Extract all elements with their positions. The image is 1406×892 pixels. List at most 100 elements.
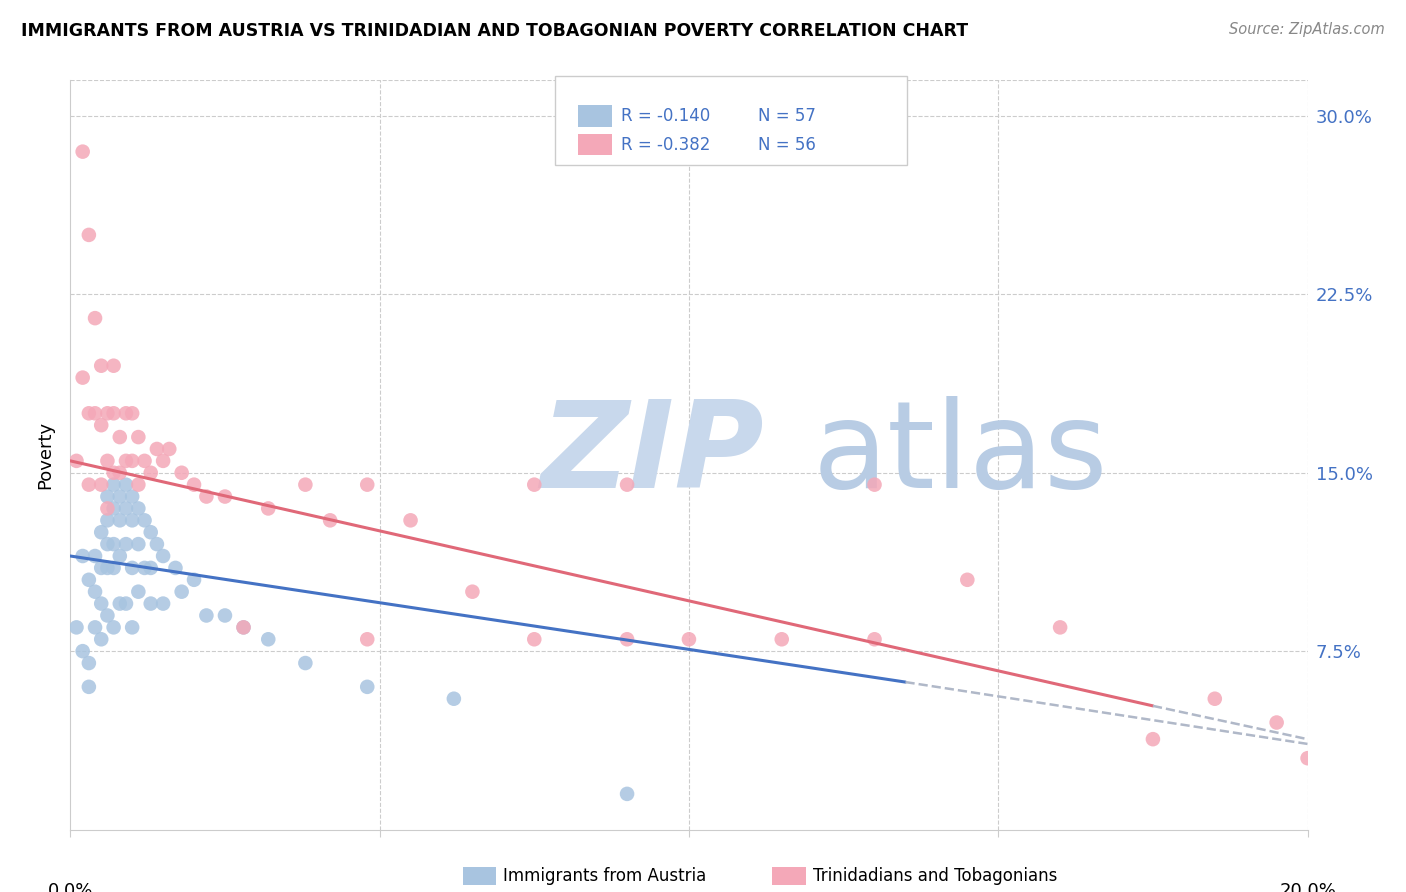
Point — [115, 454, 138, 468]
Point — [103, 537, 125, 551]
Point — [65, 454, 87, 468]
Text: R = -0.140: R = -0.140 — [621, 107, 710, 125]
Point — [1265, 715, 1288, 730]
Point — [523, 477, 546, 491]
Point — [294, 656, 316, 670]
Point — [127, 477, 149, 491]
Point — [90, 561, 112, 575]
Point — [72, 145, 94, 159]
Point — [103, 620, 125, 634]
Point — [127, 584, 149, 599]
Point — [139, 466, 162, 480]
Text: Trinidadians and Tobagonians: Trinidadians and Tobagonians — [813, 867, 1057, 885]
Point — [165, 561, 187, 575]
Point — [96, 513, 118, 527]
Y-axis label: Poverty: Poverty — [37, 421, 55, 489]
Point — [77, 227, 100, 242]
Point — [319, 513, 342, 527]
Point — [134, 454, 156, 468]
Text: IMMIGRANTS FROM AUSTRIA VS TRINIDADIAN AND TOBAGONIAN POVERTY CORRELATION CHART: IMMIGRANTS FROM AUSTRIA VS TRINIDADIAN A… — [21, 22, 969, 40]
Point — [90, 359, 112, 373]
Point — [127, 430, 149, 444]
Point — [103, 477, 125, 491]
Point — [152, 549, 174, 563]
Point — [77, 573, 100, 587]
Point — [956, 573, 979, 587]
Point — [146, 537, 169, 551]
Point — [399, 513, 422, 527]
Point — [461, 584, 484, 599]
Point — [134, 513, 156, 527]
Point — [96, 454, 118, 468]
Point — [65, 620, 87, 634]
Point — [863, 477, 886, 491]
Point — [183, 477, 205, 491]
Point — [616, 787, 638, 801]
Point — [195, 608, 218, 623]
Point — [1049, 620, 1071, 634]
Point — [115, 477, 138, 491]
Point — [90, 597, 112, 611]
Point — [121, 513, 143, 527]
Point — [108, 490, 131, 504]
Point — [90, 418, 112, 433]
Text: atlas: atlas — [813, 396, 1108, 514]
Point — [294, 477, 316, 491]
Point — [770, 632, 793, 647]
Point — [356, 477, 378, 491]
Point — [257, 632, 280, 647]
Point — [232, 620, 254, 634]
Point — [139, 561, 162, 575]
Point — [195, 490, 218, 504]
Point — [523, 632, 546, 647]
Point — [356, 632, 378, 647]
Point — [84, 406, 107, 420]
Point — [121, 454, 143, 468]
Point — [121, 620, 143, 634]
Text: Source: ZipAtlas.com: Source: ZipAtlas.com — [1229, 22, 1385, 37]
Point — [121, 561, 143, 575]
Point — [115, 537, 138, 551]
Text: 20.0%: 20.0% — [1279, 882, 1336, 892]
Point — [170, 584, 193, 599]
Point — [157, 442, 180, 456]
Point — [863, 632, 886, 647]
Point — [139, 525, 162, 540]
Point — [84, 549, 107, 563]
Point — [103, 466, 125, 480]
Point — [127, 537, 149, 551]
Point — [170, 466, 193, 480]
Point — [678, 632, 700, 647]
Point — [72, 370, 94, 384]
Point — [96, 501, 118, 516]
Text: R = -0.382: R = -0.382 — [621, 136, 711, 153]
Text: 0.0%: 0.0% — [48, 882, 93, 892]
Point — [96, 490, 118, 504]
Point — [356, 680, 378, 694]
Point — [146, 442, 169, 456]
Point — [96, 608, 118, 623]
Text: N = 56: N = 56 — [758, 136, 815, 153]
Point — [257, 501, 280, 516]
Text: N = 57: N = 57 — [758, 107, 815, 125]
Point — [139, 597, 162, 611]
Point — [72, 644, 94, 658]
Text: ZIP: ZIP — [540, 396, 765, 514]
Point — [121, 490, 143, 504]
Point — [77, 680, 100, 694]
Point — [1204, 691, 1226, 706]
Point — [84, 584, 107, 599]
Point — [443, 691, 465, 706]
Point — [72, 549, 94, 563]
Point — [232, 620, 254, 634]
Point — [90, 477, 112, 491]
Point — [108, 466, 131, 480]
Point — [616, 632, 638, 647]
Point — [214, 608, 236, 623]
Text: Immigrants from Austria: Immigrants from Austria — [503, 867, 707, 885]
Point — [115, 597, 138, 611]
Point — [77, 406, 100, 420]
Point — [115, 406, 138, 420]
Point — [134, 561, 156, 575]
Point — [108, 430, 131, 444]
